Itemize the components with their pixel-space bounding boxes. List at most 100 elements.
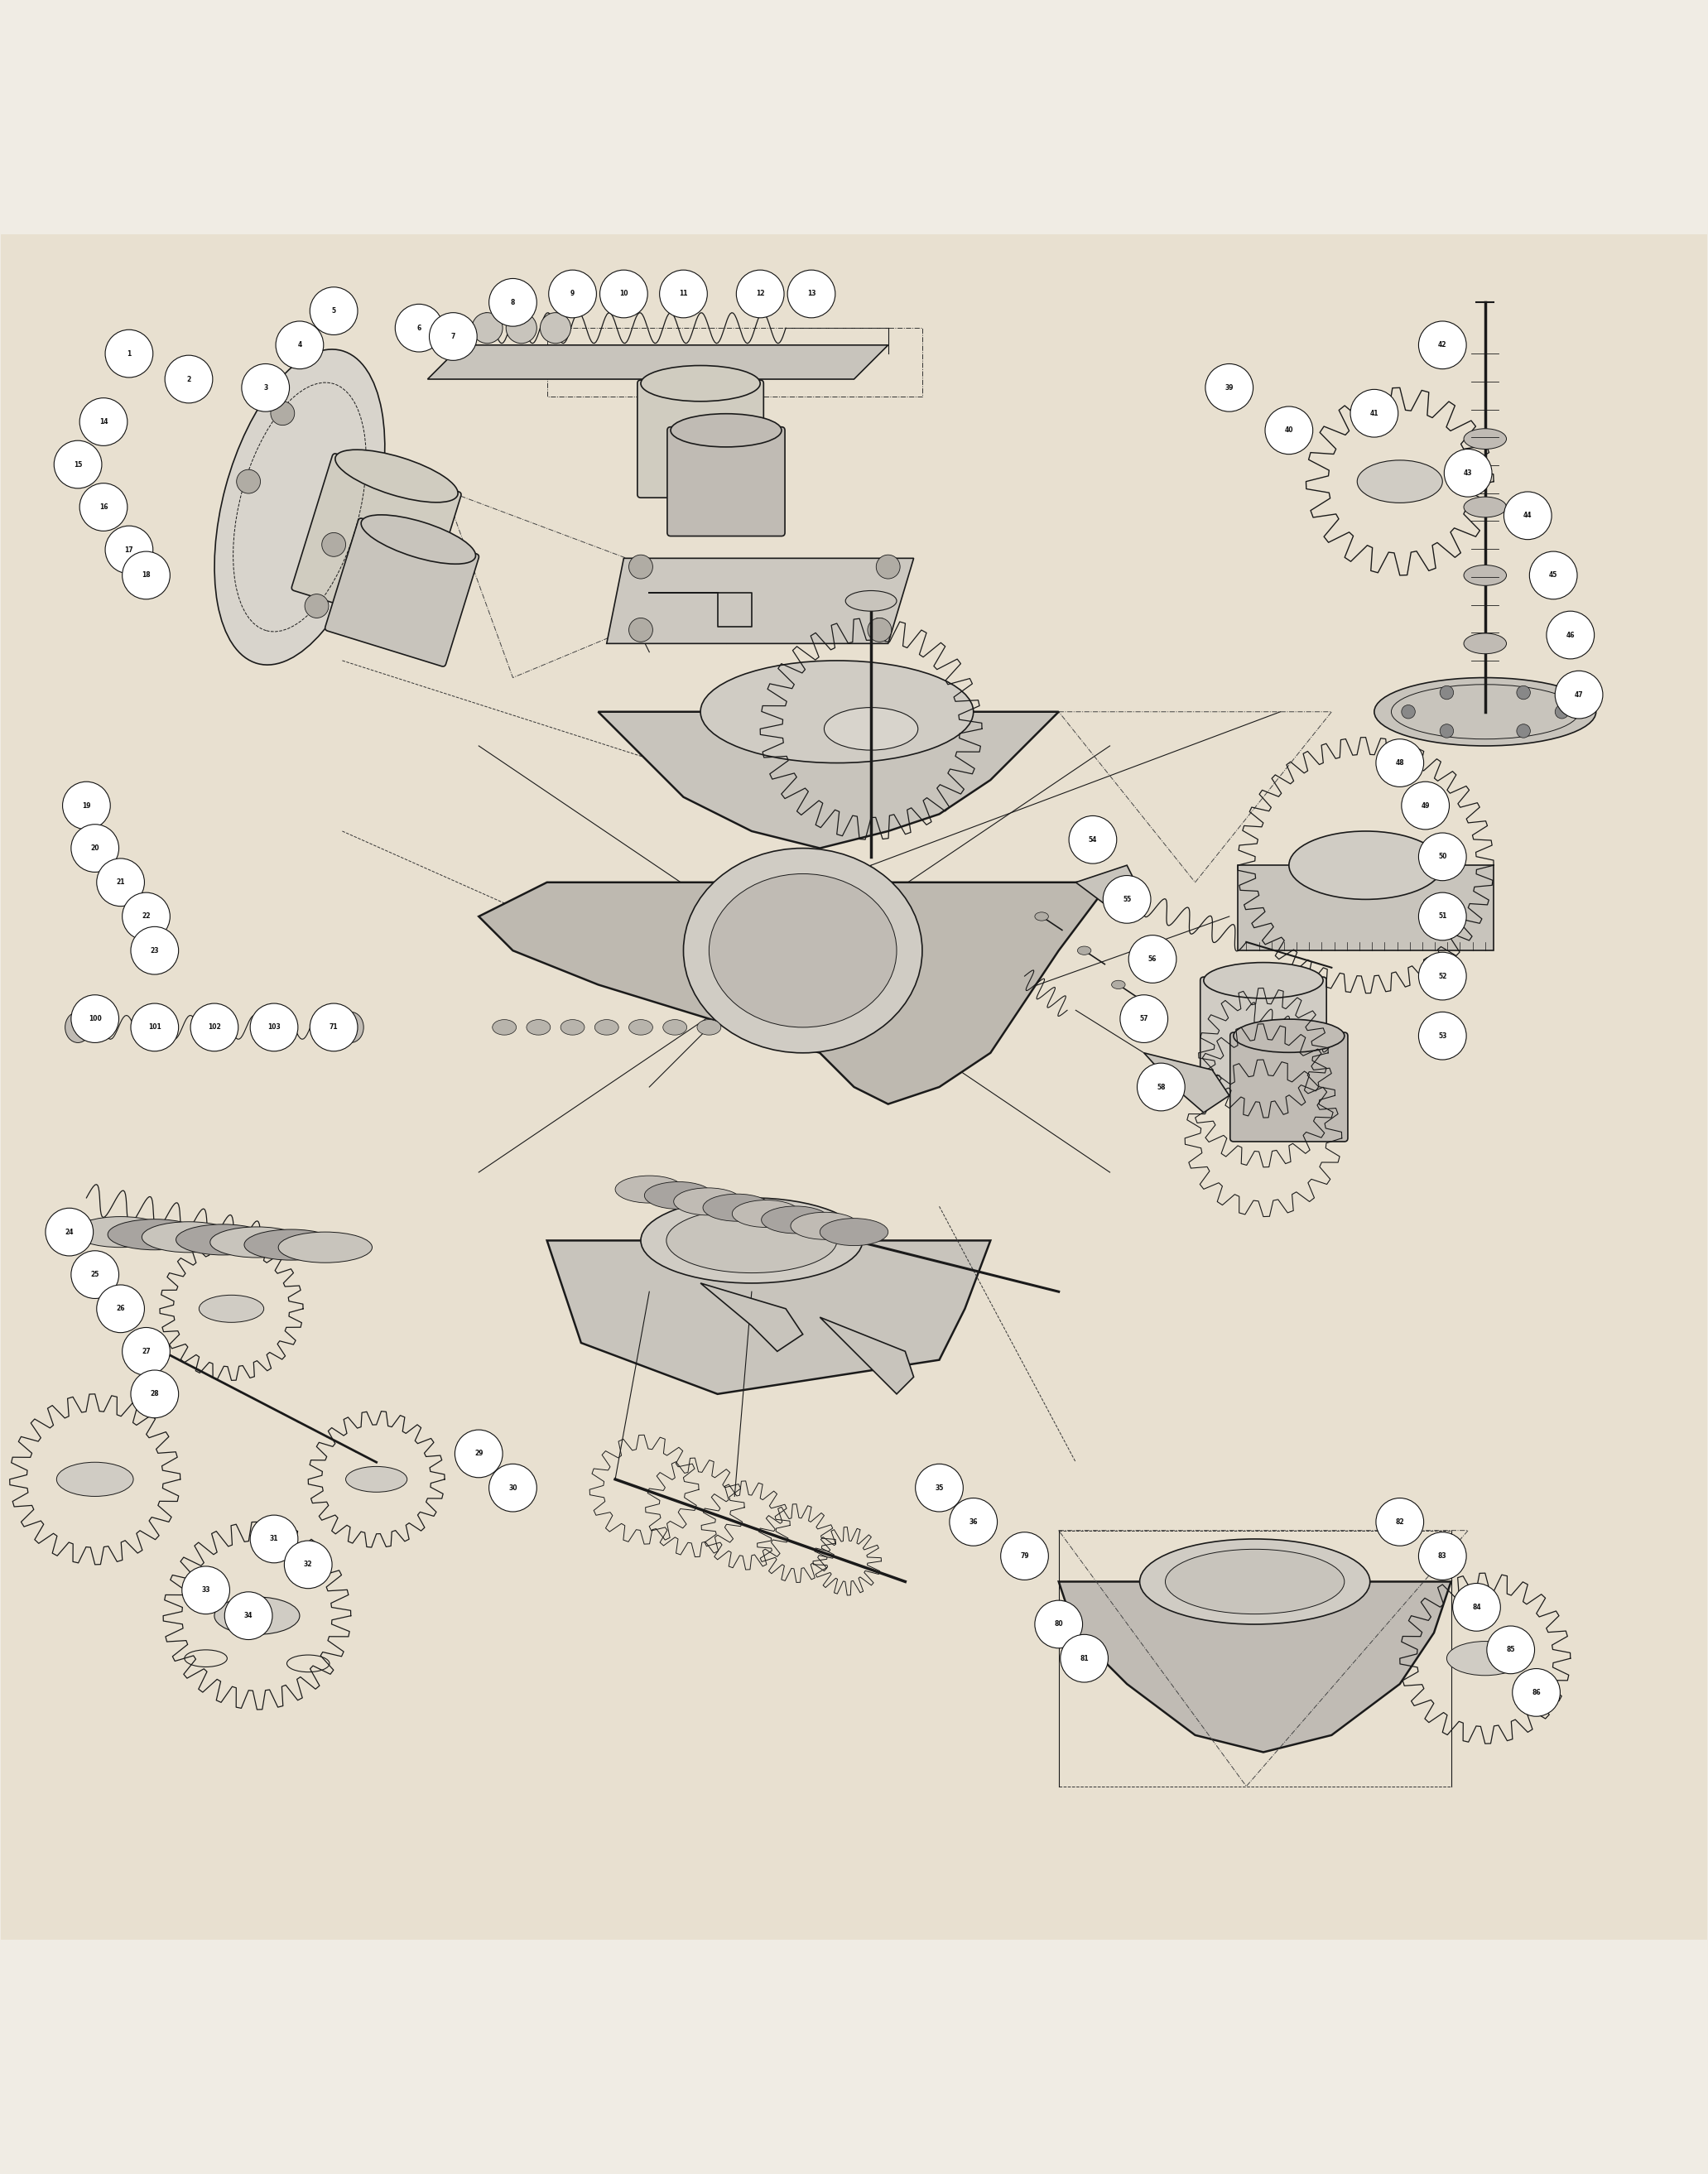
- Text: 31: 31: [270, 1535, 278, 1544]
- Circle shape: [80, 483, 128, 530]
- Circle shape: [1103, 876, 1151, 924]
- Ellipse shape: [820, 1217, 888, 1246]
- Ellipse shape: [360, 515, 475, 563]
- Text: 83: 83: [1438, 1552, 1447, 1559]
- Text: 25: 25: [91, 1272, 99, 1278]
- Ellipse shape: [709, 874, 897, 1028]
- Text: 101: 101: [149, 1024, 161, 1030]
- Ellipse shape: [704, 1194, 770, 1222]
- Ellipse shape: [142, 1222, 236, 1252]
- Circle shape: [1529, 552, 1576, 600]
- Circle shape: [659, 270, 707, 317]
- Ellipse shape: [640, 1198, 863, 1283]
- Circle shape: [454, 1430, 502, 1478]
- Circle shape: [1419, 894, 1467, 941]
- Ellipse shape: [1290, 830, 1443, 900]
- Circle shape: [1546, 611, 1594, 659]
- Text: 22: 22: [142, 913, 150, 920]
- Ellipse shape: [526, 1020, 550, 1035]
- Text: 14: 14: [99, 417, 108, 426]
- Text: 16: 16: [99, 504, 108, 511]
- Ellipse shape: [697, 1020, 721, 1035]
- Circle shape: [304, 594, 328, 617]
- Ellipse shape: [1139, 1539, 1370, 1624]
- Text: 27: 27: [142, 1348, 150, 1354]
- Circle shape: [471, 313, 502, 343]
- Circle shape: [132, 1004, 179, 1052]
- Text: 51: 51: [1438, 913, 1447, 920]
- FancyBboxPatch shape: [1230, 1033, 1348, 1141]
- FancyBboxPatch shape: [292, 454, 461, 628]
- Polygon shape: [598, 711, 1059, 848]
- Polygon shape: [1238, 865, 1493, 950]
- Circle shape: [1266, 407, 1313, 454]
- Circle shape: [395, 304, 442, 352]
- Ellipse shape: [1112, 980, 1126, 989]
- Ellipse shape: [666, 1209, 837, 1274]
- Circle shape: [1377, 1498, 1424, 1546]
- Text: 4: 4: [297, 341, 302, 348]
- Polygon shape: [478, 883, 1110, 1104]
- Ellipse shape: [671, 413, 782, 448]
- Circle shape: [236, 470, 260, 493]
- Text: 2: 2: [186, 376, 191, 383]
- Circle shape: [123, 894, 171, 941]
- Ellipse shape: [683, 848, 922, 1052]
- Circle shape: [1206, 363, 1254, 411]
- Ellipse shape: [1464, 428, 1506, 450]
- Ellipse shape: [629, 1020, 652, 1035]
- Text: 15: 15: [73, 461, 82, 467]
- Ellipse shape: [200, 1296, 263, 1322]
- Text: 49: 49: [1421, 802, 1430, 809]
- Text: 57: 57: [1139, 1015, 1148, 1022]
- Text: 17: 17: [125, 546, 133, 554]
- Circle shape: [97, 859, 145, 907]
- Circle shape: [629, 554, 652, 578]
- Circle shape: [1419, 1011, 1467, 1059]
- Text: 47: 47: [1575, 691, 1583, 698]
- Ellipse shape: [73, 1217, 167, 1248]
- Circle shape: [1001, 1533, 1049, 1580]
- Ellipse shape: [663, 1020, 687, 1035]
- Ellipse shape: [733, 1200, 801, 1228]
- Text: 7: 7: [451, 333, 456, 341]
- Circle shape: [548, 270, 596, 317]
- Text: 13: 13: [806, 289, 816, 298]
- Ellipse shape: [56, 1463, 133, 1496]
- Circle shape: [1419, 1533, 1467, 1580]
- Ellipse shape: [492, 1020, 516, 1035]
- Circle shape: [1554, 672, 1602, 720]
- Ellipse shape: [335, 450, 458, 502]
- Circle shape: [241, 363, 289, 411]
- Text: 71: 71: [330, 1024, 338, 1030]
- Text: 36: 36: [968, 1517, 977, 1526]
- Circle shape: [1440, 685, 1454, 700]
- Text: 28: 28: [150, 1391, 159, 1398]
- Circle shape: [736, 270, 784, 317]
- Circle shape: [132, 926, 179, 974]
- Circle shape: [270, 402, 294, 426]
- Text: 46: 46: [1566, 630, 1575, 639]
- Circle shape: [123, 1328, 171, 1376]
- Polygon shape: [606, 559, 914, 644]
- Ellipse shape: [65, 1011, 91, 1044]
- Circle shape: [1419, 322, 1467, 370]
- Polygon shape: [1076, 865, 1144, 917]
- FancyBboxPatch shape: [668, 426, 786, 537]
- Circle shape: [1517, 724, 1530, 737]
- Ellipse shape: [825, 707, 917, 750]
- Ellipse shape: [215, 350, 384, 665]
- Circle shape: [191, 1004, 237, 1052]
- Circle shape: [1440, 724, 1454, 737]
- Text: 84: 84: [1472, 1604, 1481, 1611]
- Circle shape: [309, 1004, 357, 1052]
- Ellipse shape: [1233, 1020, 1344, 1052]
- Text: 82: 82: [1395, 1517, 1404, 1526]
- Circle shape: [1129, 935, 1177, 983]
- Circle shape: [1454, 1583, 1500, 1630]
- Ellipse shape: [560, 1020, 584, 1035]
- Circle shape: [106, 526, 154, 574]
- Text: 30: 30: [509, 1485, 518, 1491]
- Ellipse shape: [176, 1224, 270, 1254]
- Circle shape: [1035, 1600, 1083, 1648]
